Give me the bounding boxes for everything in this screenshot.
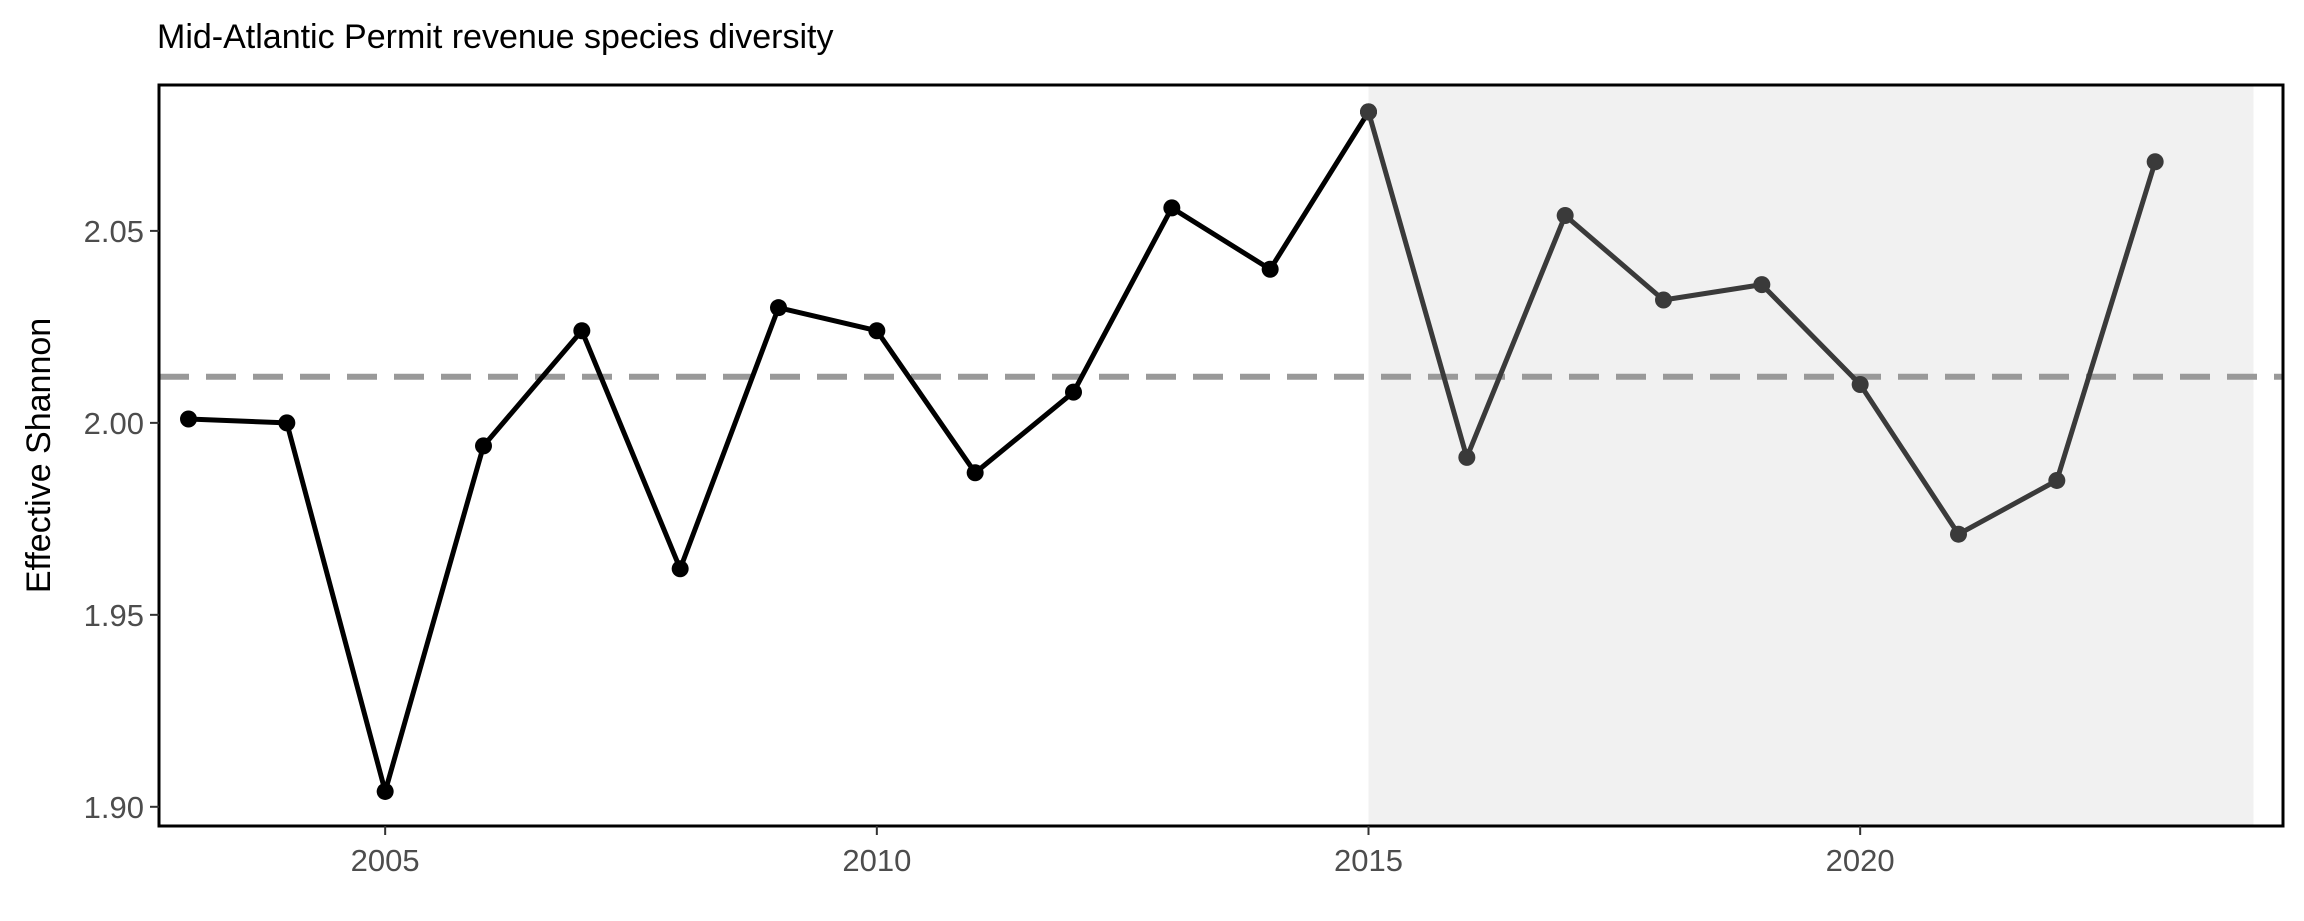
series-1-point-2009 xyxy=(770,299,787,317)
series-1-point-2014 xyxy=(1261,260,1279,278)
plot-border xyxy=(157,83,2285,828)
series-2-point-2018 xyxy=(1655,291,1672,309)
chart-title: Mid-Atlantic Permit revenue species dive… xyxy=(157,18,834,56)
series-1-point-2008 xyxy=(671,560,689,578)
series-2-point-2016 xyxy=(1458,448,1476,466)
y-tick-label-1.95: 1.95 xyxy=(84,598,144,633)
series-1-point-2004 xyxy=(278,414,296,432)
series-2-point-2017 xyxy=(1556,207,1574,225)
series-1-point-2005 xyxy=(376,782,394,800)
series-2-point-2020 xyxy=(1851,375,1869,393)
series-layer xyxy=(180,103,2164,800)
series-1-point-2003 xyxy=(180,410,197,428)
series-2-point-2015 xyxy=(1360,103,1377,121)
series-1-point-2011 xyxy=(966,464,984,482)
series-1-point-2010 xyxy=(868,322,886,340)
x-tick-label-2005: 2005 xyxy=(351,843,420,878)
series-1-line xyxy=(186,109,1371,794)
series-2-point-2022 xyxy=(2048,471,2066,489)
series-2-point-2023 xyxy=(2146,153,2164,171)
shaded-region-layer xyxy=(1368,85,2254,826)
series-1-point-2013 xyxy=(1163,199,1181,217)
x-tick-label-2010: 2010 xyxy=(842,843,911,878)
x-tick-label-2020: 2020 xyxy=(1826,843,1895,878)
y-tick-label-2.00: 2.00 xyxy=(84,406,144,441)
series-2-point-2019 xyxy=(1753,276,1771,294)
series-1-point-2012 xyxy=(1065,383,1082,401)
y-axis-title: Effective Shannon xyxy=(20,318,58,593)
y-tick-label-2.05: 2.05 xyxy=(84,214,144,249)
series-1-point-2006 xyxy=(475,437,492,455)
y-tick-label-1.90: 1.90 xyxy=(84,790,144,825)
axis-layer: 2005 2010 2015 2020 1.90 1.95 2.00 2.05 xyxy=(84,214,1895,878)
series-1-point-2007 xyxy=(573,322,591,340)
shaded-region xyxy=(1368,85,2254,826)
series-2-point-2021 xyxy=(1950,525,1967,543)
x-tick-label-2015: 2015 xyxy=(1334,843,1403,878)
